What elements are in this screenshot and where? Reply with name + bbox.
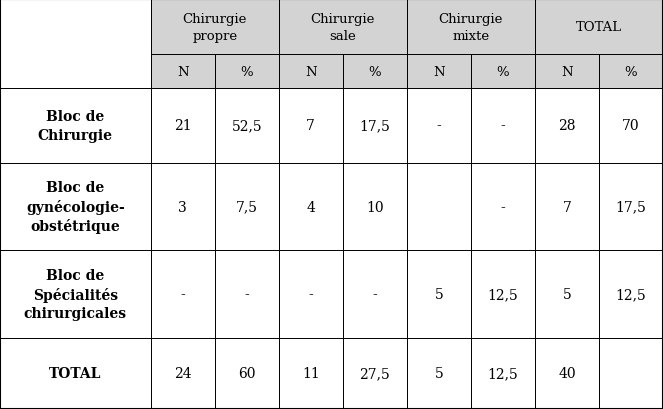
Bar bbox=[407, 338, 471, 409]
Bar bbox=[151, 164, 215, 251]
Bar bbox=[535, 338, 599, 409]
Bar bbox=[215, 164, 278, 251]
Text: 5: 5 bbox=[434, 366, 444, 380]
Bar bbox=[407, 55, 471, 89]
Bar bbox=[535, 89, 599, 164]
Text: -: - bbox=[245, 287, 249, 301]
Text: 24: 24 bbox=[174, 366, 192, 380]
Bar bbox=[215, 55, 278, 89]
Text: %: % bbox=[497, 65, 509, 79]
Bar bbox=[535, 251, 599, 338]
Text: Bloc de
gynécologie-
obstétrique: Bloc de gynécologie- obstétrique bbox=[26, 180, 125, 234]
Bar bbox=[278, 338, 343, 409]
Bar bbox=[599, 164, 663, 251]
Bar bbox=[599, 251, 663, 338]
Bar bbox=[535, 164, 599, 251]
Bar bbox=[599, 55, 663, 89]
Text: 7: 7 bbox=[562, 200, 572, 214]
Bar bbox=[407, 251, 471, 338]
Text: 12,5: 12,5 bbox=[616, 287, 646, 301]
Text: 28: 28 bbox=[558, 119, 575, 133]
Text: Chirurgie
mixte: Chirurgie mixte bbox=[439, 13, 503, 43]
Bar bbox=[407, 164, 471, 251]
Text: Bloc de
Chirurgie: Bloc de Chirurgie bbox=[38, 110, 113, 142]
Bar bbox=[151, 0, 278, 55]
Text: 7,5: 7,5 bbox=[236, 200, 258, 214]
Bar bbox=[278, 164, 343, 251]
Bar bbox=[599, 338, 663, 409]
Text: -: - bbox=[501, 119, 505, 133]
Text: -: - bbox=[501, 200, 505, 214]
Bar bbox=[343, 89, 407, 164]
Text: 4: 4 bbox=[306, 200, 315, 214]
Text: Chirurgie
propre: Chirurgie propre bbox=[182, 13, 247, 43]
Text: -: - bbox=[308, 287, 313, 301]
Bar bbox=[0, 89, 151, 164]
Bar bbox=[599, 89, 663, 164]
Bar bbox=[471, 89, 535, 164]
Bar bbox=[471, 164, 535, 251]
Text: 17,5: 17,5 bbox=[359, 119, 391, 133]
Text: 40: 40 bbox=[558, 366, 575, 380]
Text: N: N bbox=[433, 65, 445, 79]
Text: Chirurgie
sale: Chirurgie sale bbox=[310, 13, 375, 43]
Text: 12,5: 12,5 bbox=[487, 366, 518, 380]
Text: 70: 70 bbox=[622, 119, 640, 133]
Bar bbox=[0, 164, 151, 251]
Text: 5: 5 bbox=[563, 287, 572, 301]
Bar bbox=[471, 55, 535, 89]
Text: -: - bbox=[180, 287, 185, 301]
Bar bbox=[278, 251, 343, 338]
Text: N: N bbox=[305, 65, 317, 79]
Bar bbox=[471, 338, 535, 409]
Bar bbox=[151, 338, 215, 409]
Text: %: % bbox=[369, 65, 381, 79]
Text: 52,5: 52,5 bbox=[231, 119, 262, 133]
Bar bbox=[151, 251, 215, 338]
Bar bbox=[151, 89, 215, 164]
Text: 10: 10 bbox=[366, 200, 384, 214]
Bar bbox=[407, 0, 535, 55]
Bar bbox=[151, 55, 215, 89]
Text: 3: 3 bbox=[178, 200, 187, 214]
Bar bbox=[215, 338, 278, 409]
Bar bbox=[278, 0, 407, 55]
Text: -: - bbox=[373, 287, 377, 301]
Bar bbox=[215, 89, 278, 164]
Bar bbox=[535, 0, 663, 55]
Text: 11: 11 bbox=[302, 366, 320, 380]
Bar bbox=[278, 55, 343, 89]
Text: TOTAL: TOTAL bbox=[576, 21, 622, 34]
Text: 12,5: 12,5 bbox=[487, 287, 518, 301]
Bar bbox=[343, 251, 407, 338]
Bar bbox=[343, 164, 407, 251]
Bar bbox=[0, 251, 151, 338]
Text: %: % bbox=[241, 65, 253, 79]
Bar bbox=[343, 55, 407, 89]
Bar bbox=[0, 338, 151, 409]
Text: 27,5: 27,5 bbox=[359, 366, 391, 380]
Text: -: - bbox=[436, 119, 442, 133]
Bar bbox=[471, 251, 535, 338]
Text: 7: 7 bbox=[306, 119, 315, 133]
Bar bbox=[343, 338, 407, 409]
Text: 17,5: 17,5 bbox=[615, 200, 646, 214]
Text: 5: 5 bbox=[434, 287, 444, 301]
Text: 21: 21 bbox=[174, 119, 192, 133]
Text: %: % bbox=[625, 65, 637, 79]
Text: Bloc de
Spécialités
chirurgicales: Bloc de Spécialités chirurgicales bbox=[24, 268, 127, 320]
Bar bbox=[278, 89, 343, 164]
Text: N: N bbox=[561, 65, 573, 79]
Bar bbox=[215, 251, 278, 338]
Bar bbox=[407, 89, 471, 164]
Bar bbox=[535, 55, 599, 89]
Text: 60: 60 bbox=[238, 366, 255, 380]
Text: TOTAL: TOTAL bbox=[49, 366, 101, 380]
Bar bbox=[0, 0, 151, 89]
Text: N: N bbox=[177, 65, 188, 79]
